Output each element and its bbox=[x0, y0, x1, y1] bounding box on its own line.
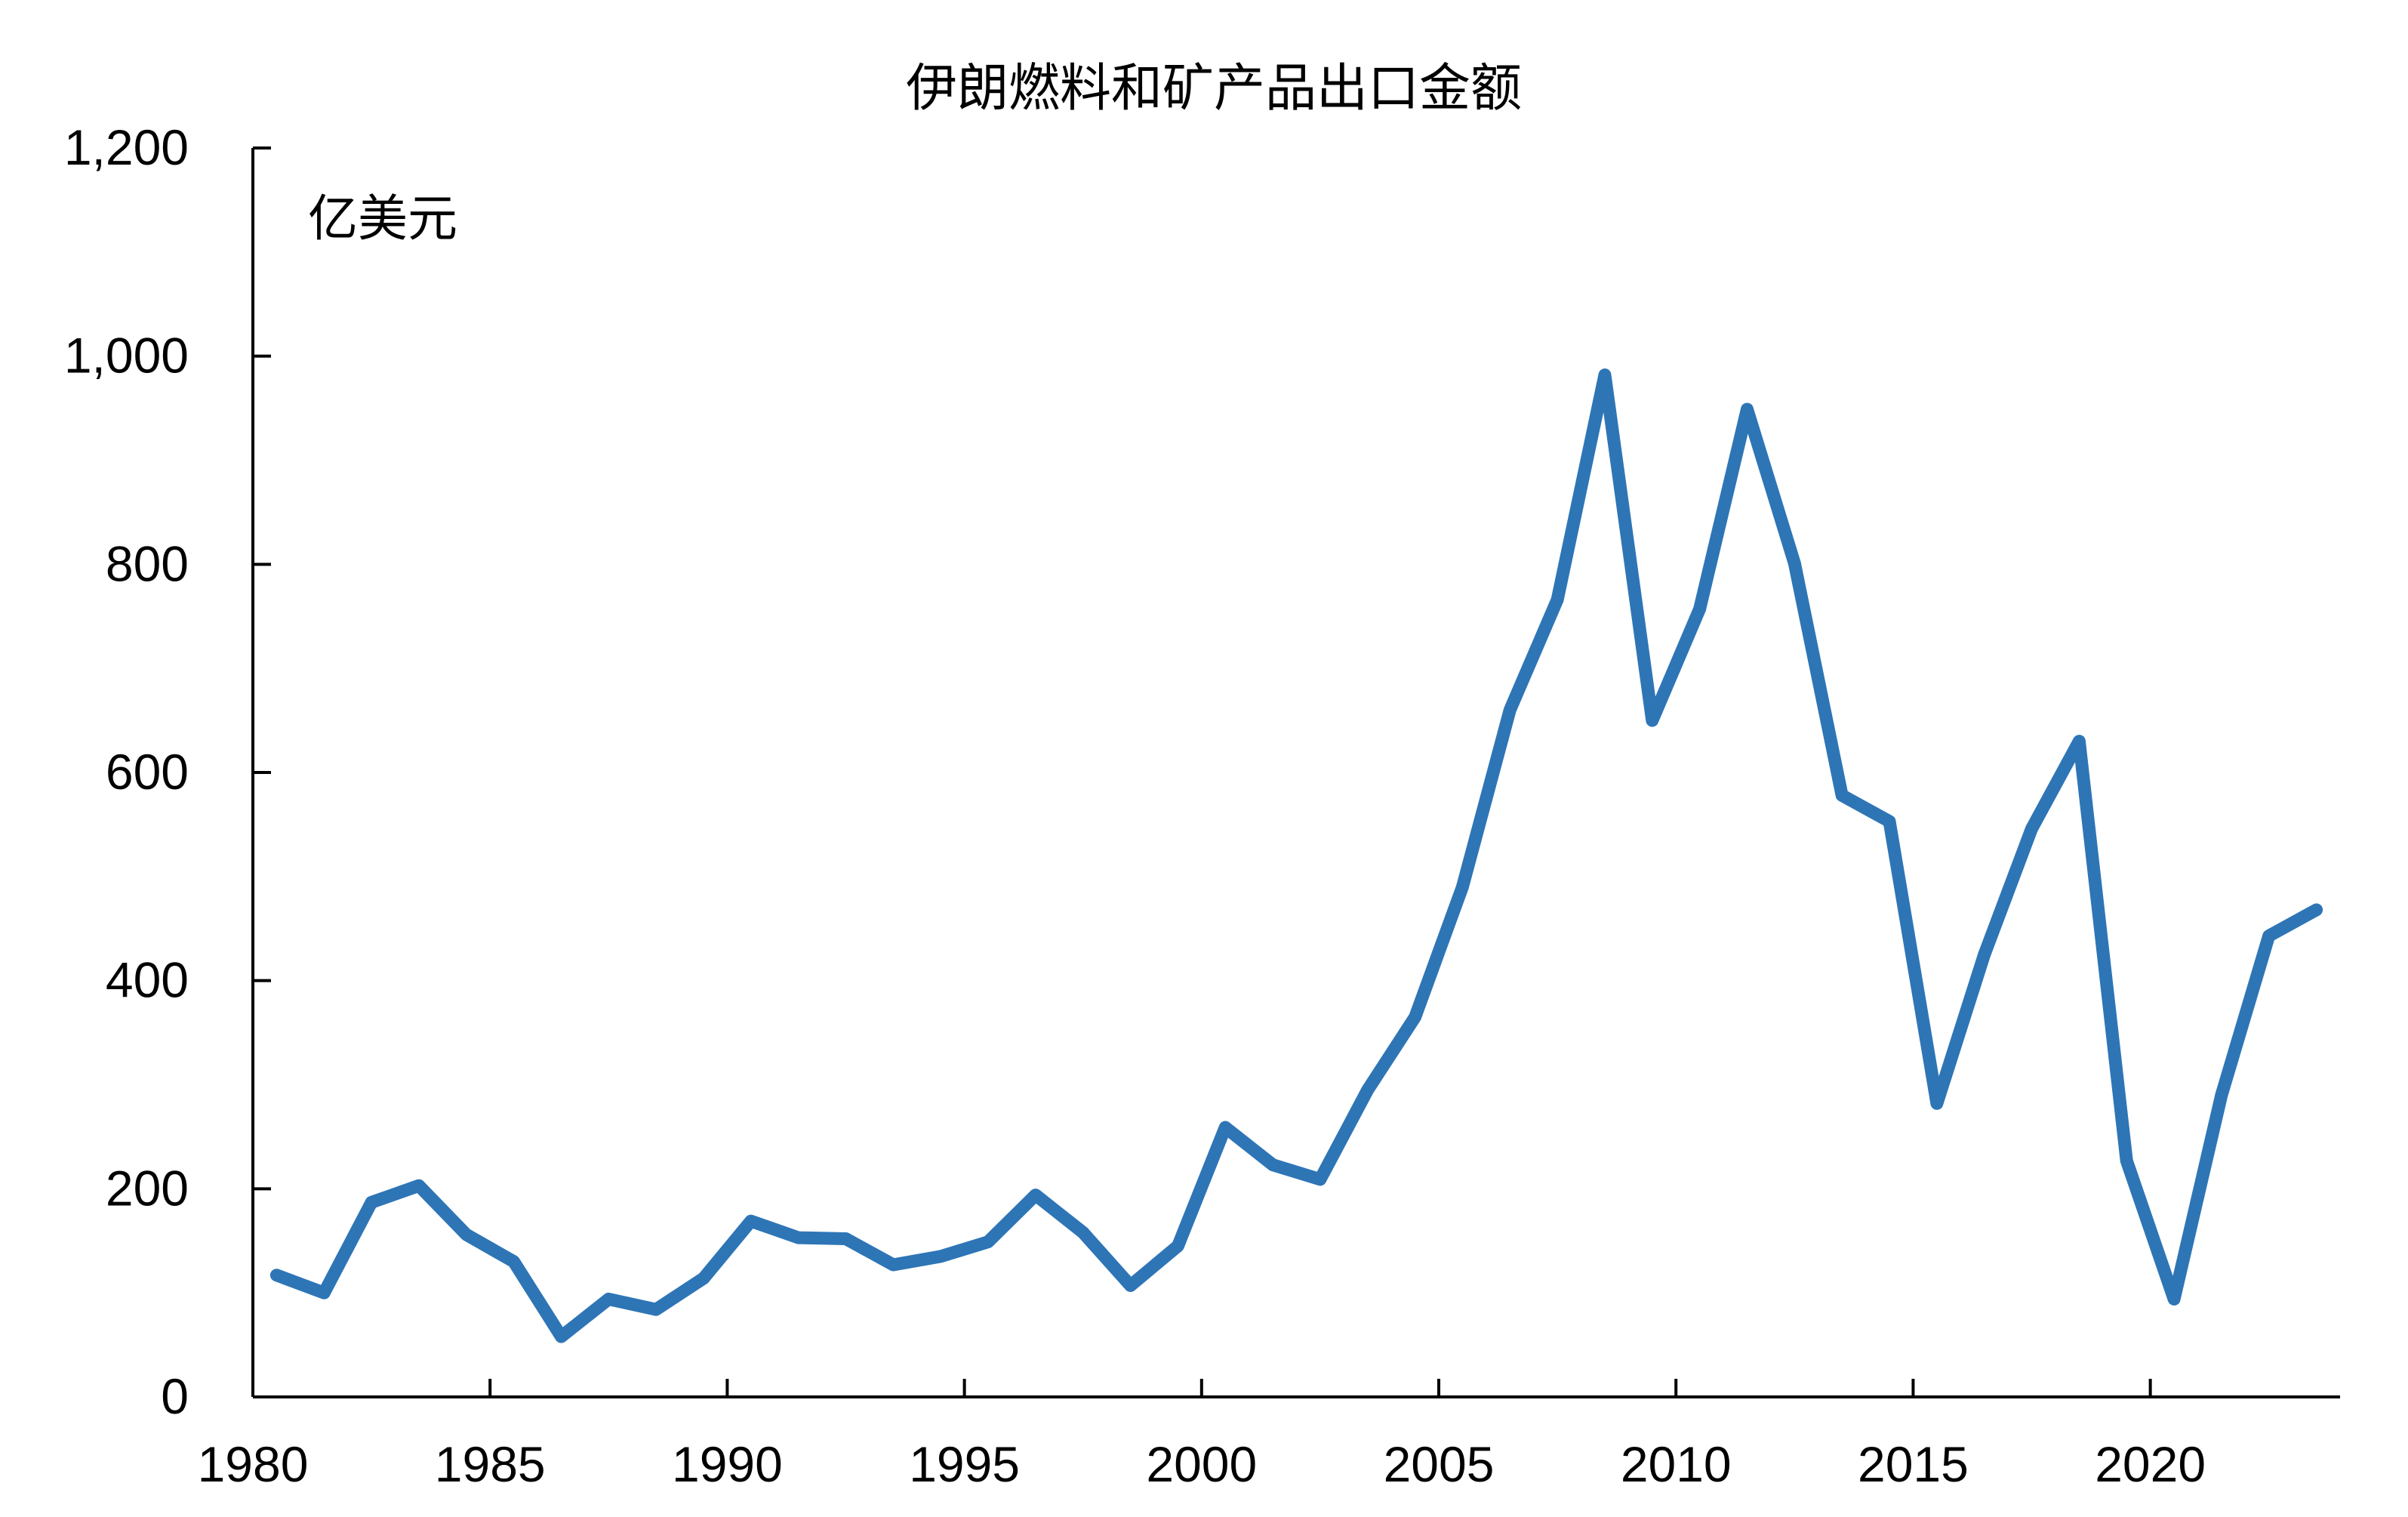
y-tick-label: 0 bbox=[161, 1368, 189, 1424]
series-line bbox=[269, 368, 2323, 1343]
unit-label: 亿美元 bbox=[308, 190, 457, 248]
y-tick-label: 800 bbox=[106, 535, 189, 591]
x-tick-label: 1980 bbox=[198, 1436, 309, 1492]
x-tick-label: 1985 bbox=[435, 1436, 546, 1492]
chart-title: 伊朗燃料和矿产品出口金额 bbox=[906, 59, 1522, 119]
y-tick-label: 1,200 bbox=[64, 119, 189, 175]
y-tick-label: 1,000 bbox=[64, 328, 189, 384]
y-tick-label: 200 bbox=[106, 1160, 189, 1216]
x-tick-label: 2005 bbox=[1384, 1436, 1495, 1492]
y-tick-label: 600 bbox=[106, 744, 189, 800]
x-tick-label: 1995 bbox=[909, 1436, 1020, 1492]
x-tick-label: 1990 bbox=[672, 1436, 783, 1492]
x-tick-label: 2020 bbox=[2095, 1436, 2206, 1492]
x-axis-ticks: 1980 1985 1990 1995 2000 2005 2010 2015 2020 bbox=[198, 1379, 2206, 1492]
x-tick-label: 2015 bbox=[1858, 1436, 1969, 1492]
axes bbox=[251, 148, 2340, 1398]
x-tick-label: 2010 bbox=[1621, 1436, 1732, 1492]
x-tick-label: 2000 bbox=[1146, 1436, 1257, 1492]
y-tick-label: 400 bbox=[106, 952, 189, 1008]
y-axis-ticks: 0 200 400 600 800 1,000 1,200 bbox=[64, 119, 271, 1424]
series-group bbox=[269, 368, 2323, 1343]
